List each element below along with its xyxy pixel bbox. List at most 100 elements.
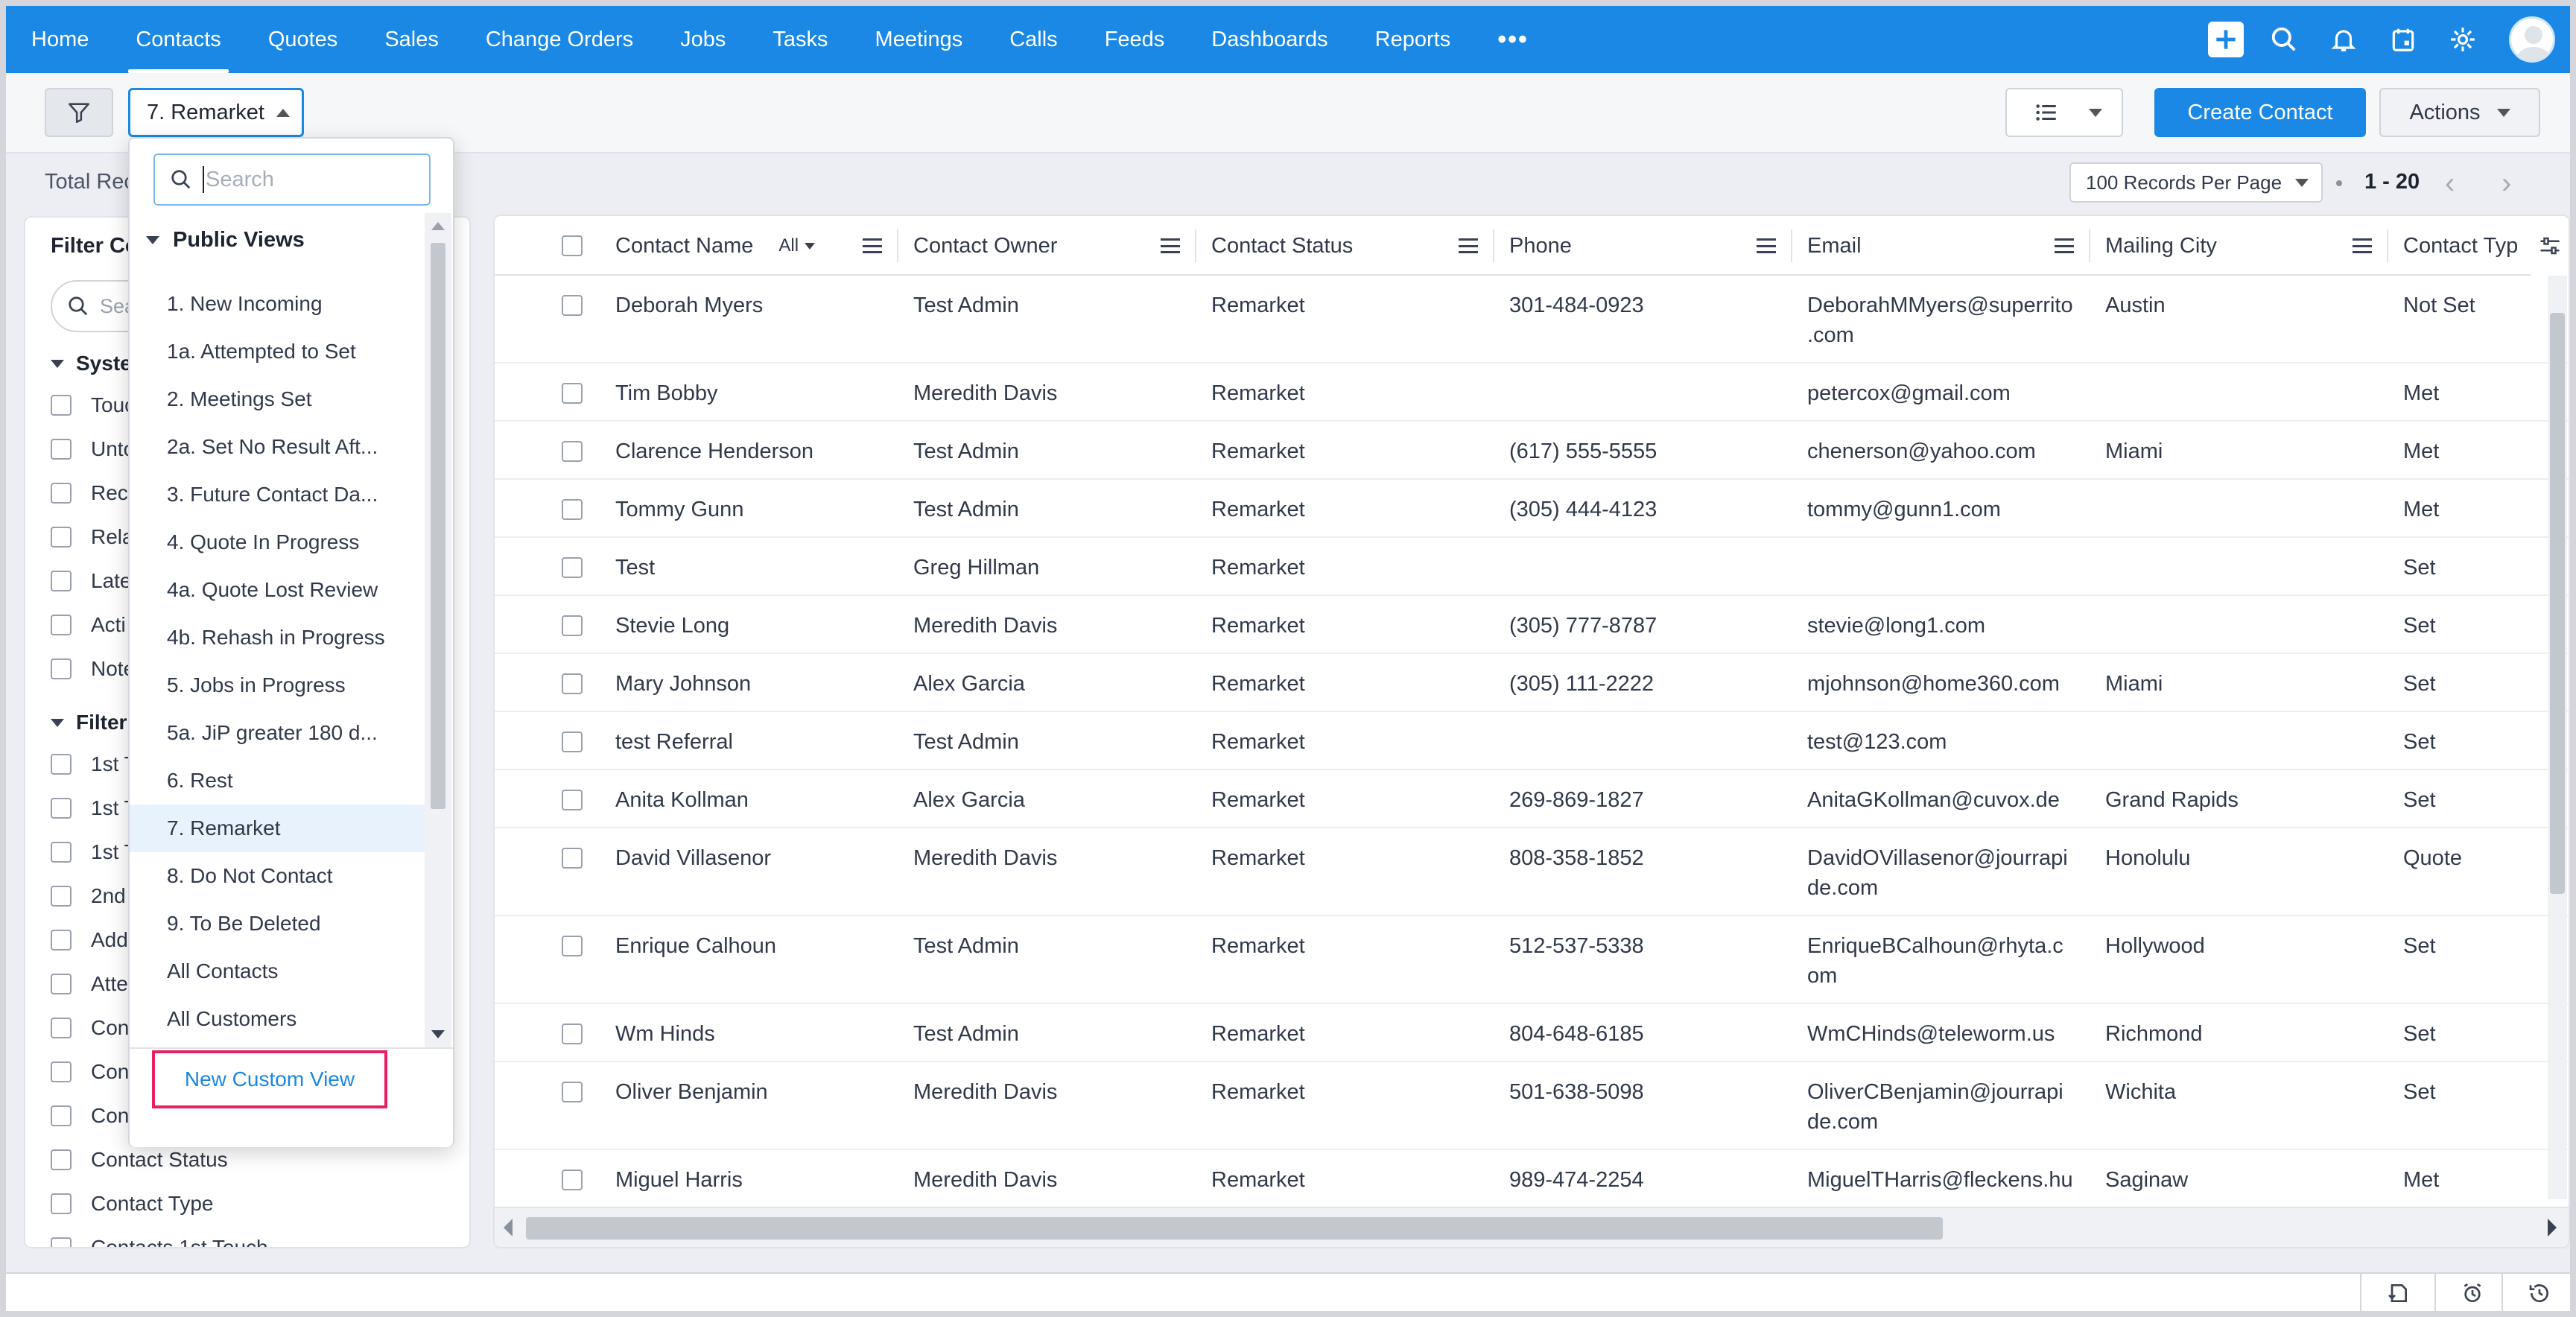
horizontal-scrollbar[interactable] [495, 1207, 2569, 1247]
cell-name[interactable]: Tim Bobby [615, 381, 718, 405]
table-row[interactable]: David Villasenor Meredith Davis Remarket 80… [495, 828, 2569, 916]
nav-item-home[interactable]: Home [31, 27, 89, 51]
nav-item-change-orders[interactable]: Change Orders [485, 27, 634, 51]
scroll-right-icon[interactable] [2548, 1219, 2557, 1237]
avatar[interactable] [2509, 16, 2555, 63]
view-option[interactable]: 1a. Attempted to Set [167, 340, 356, 363]
column-menu-icon[interactable] [1161, 238, 1180, 253]
cell-name[interactable]: Stevie Long [615, 614, 730, 638]
nav-item-calls[interactable]: Calls [1009, 27, 1058, 51]
view-option[interactable]: 6. Rest [167, 769, 233, 792]
row-checkbox[interactable] [562, 441, 583, 462]
nav-item-quotes[interactable]: Quotes [267, 27, 338, 51]
filter-option[interactable]: 1st T [51, 840, 137, 864]
filter-option[interactable]: Acti [51, 613, 126, 637]
view-option[interactable]: 9. To Be Deleted [167, 912, 321, 935]
nav-item-feeds[interactable]: Feeds [1104, 27, 1165, 51]
table-row[interactable]: Wm Hinds Test Admin Remarket 804-648-6185 Wm… [495, 1004, 2569, 1062]
quick-create-icon[interactable] [2208, 22, 2244, 57]
filter-option[interactable]: 1st T [51, 796, 137, 820]
table-row[interactable]: Tim Bobby Meredith Davis Remarket petercox@… [495, 364, 2569, 422]
nav-item-contacts[interactable]: Contacts [128, 6, 229, 73]
view-list-scrollbar[interactable] [425, 213, 451, 1047]
filter-option[interactable]: 2nd [51, 884, 126, 908]
view-search-input[interactable]: Search [153, 153, 431, 206]
filter-option[interactable]: Con [51, 1104, 129, 1128]
filter-checkbox[interactable] [51, 1018, 72, 1038]
list-view-toggle[interactable] [2005, 88, 2123, 137]
filter-checkbox[interactable] [51, 754, 72, 775]
filter-checkbox[interactable] [51, 439, 72, 460]
filter-checkbox[interactable] [51, 974, 72, 994]
filter-checkbox[interactable] [51, 886, 72, 907]
filter-option[interactable]: Rela [51, 525, 134, 549]
scroll-left-icon[interactable] [504, 1219, 513, 1237]
actions-button[interactable]: Actions [2379, 88, 2540, 137]
table-row[interactable]: Stevie Long Meredith Davis Remarket (305) 7… [495, 596, 2569, 654]
filter-option[interactable]: Late [51, 569, 132, 593]
search-icon[interactable] [2265, 20, 2303, 59]
records-per-page-select[interactable]: 100 Records Per Page [2069, 162, 2323, 203]
column-header-phone[interactable]: Phone [1509, 216, 1572, 276]
column-header-contact-status[interactable]: Contact Status [1211, 216, 1353, 276]
filter-option[interactable]: Con [51, 1060, 129, 1084]
column-menu-icon[interactable] [2055, 238, 2074, 253]
view-option[interactable]: 7. Remarket [130, 805, 425, 852]
scroll-down-icon[interactable] [431, 1030, 445, 1038]
column-header-contact-owner[interactable]: Contact Owner [913, 216, 1057, 276]
filter-checkbox[interactable] [51, 930, 72, 951]
table-row[interactable]: Clarence Henderson Test Admin Remarket (617… [495, 422, 2569, 480]
row-checkbox[interactable] [562, 1082, 583, 1102]
filter-checkbox[interactable] [51, 527, 72, 548]
filter-toggle-button[interactable] [45, 88, 113, 137]
column-header-contact-type[interactable]: Contact Typ [2403, 216, 2518, 276]
filter-checkbox[interactable] [51, 1193, 72, 1214]
filter-checkbox[interactable] [51, 1061, 72, 1082]
cell-name[interactable]: Tommy Gunn [615, 498, 744, 521]
filter-option[interactable]: Atte [51, 972, 128, 996]
view-option[interactable]: 5a. JiP greater 180 d... [167, 721, 378, 744]
filter-option[interactable]: Contact Status [51, 1148, 228, 1172]
row-checkbox[interactable] [562, 383, 583, 404]
system-filters-header[interactable]: Syste [51, 352, 132, 375]
row-checkbox[interactable] [562, 499, 583, 520]
filter-checkbox[interactable] [51, 798, 72, 819]
filter-checkbox[interactable] [51, 1105, 72, 1126]
column-settings-icon[interactable] [2531, 216, 2569, 276]
view-option[interactable]: All Customers [167, 1007, 297, 1030]
row-checkbox[interactable] [562, 295, 583, 316]
filter-option[interactable]: Unto [51, 437, 135, 461]
view-option[interactable]: 2. Meetings Set [167, 387, 312, 410]
scroll-up-icon[interactable] [431, 222, 445, 230]
cell-name[interactable]: Anita Kollman [615, 788, 749, 812]
create-contact-button[interactable]: Create Contact [2154, 88, 2366, 137]
filter-checkbox[interactable] [51, 842, 72, 863]
row-checkbox[interactable] [562, 1170, 583, 1190]
cell-name[interactable]: test Referral [615, 730, 733, 754]
filter-checkbox[interactable] [51, 571, 72, 591]
filter-option[interactable]: Touc [51, 393, 135, 417]
row-checkbox[interactable] [562, 732, 583, 752]
filter-checkbox[interactable] [51, 1237, 72, 1247]
cell-name[interactable]: Miguel Harris [615, 1168, 743, 1192]
view-option[interactable]: 3. Future Contact Da... [167, 483, 378, 506]
cell-name[interactable]: Enrique Calhoun [615, 934, 777, 958]
table-row[interactable]: Tommy Gunn Test Admin Remarket (305) 444-41… [495, 480, 2569, 538]
filter-checkbox[interactable] [51, 615, 72, 635]
history-icon[interactable] [2502, 1274, 2576, 1313]
view-option[interactable]: 5. Jobs in Progress [167, 673, 346, 696]
view-option[interactable]: 1. New Incoming [167, 292, 323, 315]
column-menu-icon[interactable] [863, 238, 882, 253]
filter-checkbox[interactable] [51, 395, 72, 416]
name-filter-select[interactable]: All [778, 235, 816, 256]
table-row[interactable]: Deborah Myers Test Admin Remarket 301-484-0… [495, 276, 2569, 364]
cell-name[interactable]: Wm Hinds [615, 1022, 715, 1046]
vertical-scrollbar[interactable] [2548, 276, 2567, 1199]
column-menu-icon[interactable] [2353, 238, 2372, 253]
column-header-contact-name[interactable]: Contact Name All [615, 216, 816, 276]
row-checkbox[interactable] [562, 615, 583, 636]
field-filters-header[interactable]: Filter [51, 711, 127, 734]
view-option[interactable]: 8. Do Not Contact [167, 864, 333, 887]
column-menu-icon[interactable] [1757, 238, 1776, 253]
row-checkbox[interactable] [562, 557, 583, 578]
